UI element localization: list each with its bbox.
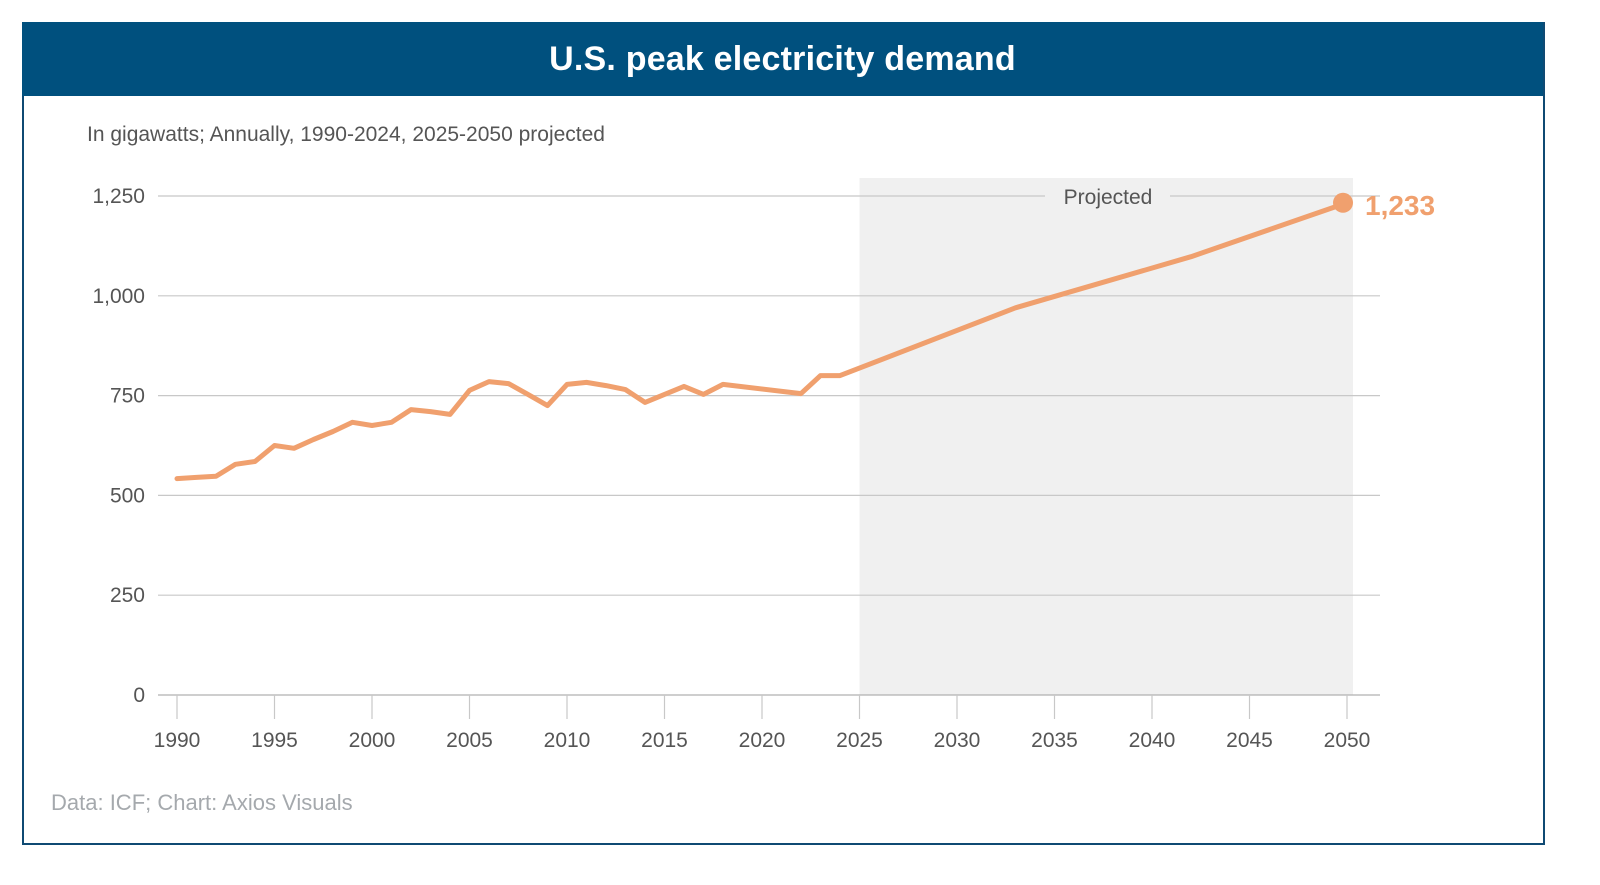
y-tick-label: 0 xyxy=(133,684,145,707)
y-tick-label: 250 xyxy=(110,584,145,607)
x-tick-label: 2035 xyxy=(1031,729,1078,752)
y-tick-label: 500 xyxy=(110,484,145,507)
source-note: Data: ICF; Chart: Axios Visuals xyxy=(51,790,353,815)
x-tick-label: 2040 xyxy=(1129,729,1176,752)
end-point-marker xyxy=(1333,192,1353,213)
x-tick-label: 2020 xyxy=(739,729,786,752)
projected-label: Projected xyxy=(1064,186,1153,209)
x-tick-label: 1995 xyxy=(251,729,298,752)
x-tick-label: 2005 xyxy=(446,729,493,752)
x-tick-label: 2050 xyxy=(1324,729,1371,752)
x-tick-label: 2025 xyxy=(836,729,883,752)
projected-region xyxy=(859,178,1353,695)
x-tick-label: 2045 xyxy=(1226,729,1273,752)
y-tick-label: 1,000 xyxy=(92,285,145,308)
end-value-label: 1,233 xyxy=(1365,190,1435,221)
x-tick-label: 2015 xyxy=(641,729,688,752)
chart-subtitle: In gigawatts; Annually, 1990-2024, 2025-… xyxy=(87,123,605,146)
chart-title: U.S. peak electricity demand xyxy=(549,39,1016,78)
series-line-peak-demand xyxy=(174,200,1350,482)
y-tick-label: 750 xyxy=(110,385,145,408)
x-tick-label: 2030 xyxy=(934,729,981,752)
y-tick-label: 1,250 xyxy=(92,185,145,208)
x-tick-label: 1990 xyxy=(154,729,201,752)
title-bar: U.S. peak electricity demand xyxy=(22,22,1543,96)
x-tick-label: 2010 xyxy=(544,729,591,752)
x-tick-label: 2000 xyxy=(349,729,396,752)
